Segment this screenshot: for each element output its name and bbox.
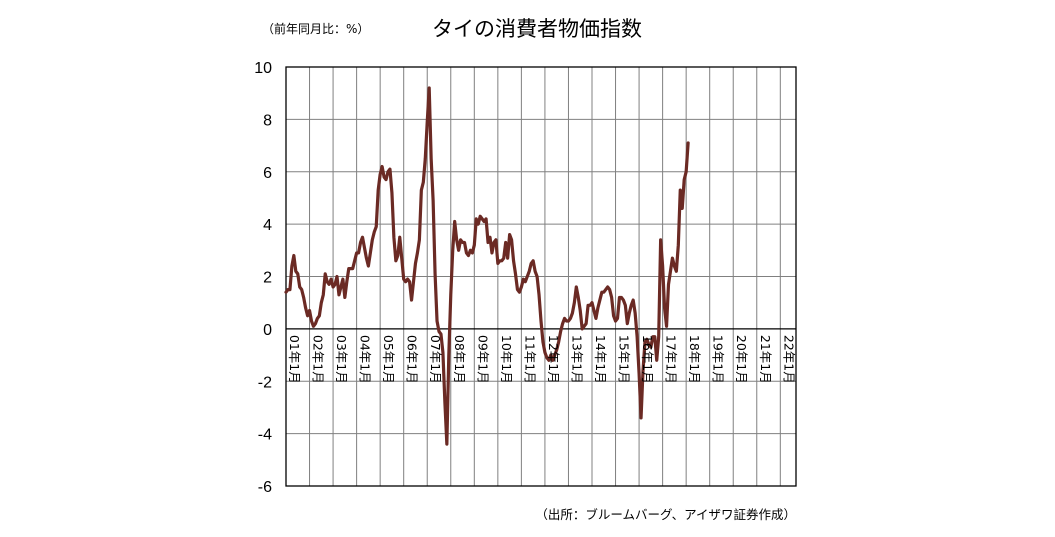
horizontal-gridlines xyxy=(286,118,796,435)
chart-title: タイの消費者物価指数 xyxy=(432,17,642,41)
y-tick-label: 8 xyxy=(263,112,272,129)
x-tick-label: 19年1月 xyxy=(711,335,726,384)
x-tick-label: 04年1月 xyxy=(358,335,373,384)
x-tick-label: 01年1月 xyxy=(287,335,302,384)
series-line-cpi-yoy xyxy=(284,86,690,446)
plot-area xyxy=(284,66,797,487)
y-tick-label: -2 xyxy=(258,374,272,391)
x-axis-tick-labels: 01年1月 02年1月 03年1月 04年1月 05年1月 06年1月 07年1月 08年1月… xyxy=(287,335,796,384)
x-tick-label: 22年1月 xyxy=(781,335,796,384)
y-tick-label: 4 xyxy=(263,217,272,234)
x-tick-label: 06年1月 xyxy=(405,335,420,384)
y-tick-label: 2 xyxy=(263,270,272,287)
unit-label: （前年同月比：%） xyxy=(262,21,369,36)
x-tick-label: 07年1月 xyxy=(428,335,443,384)
x-tick-label: 15年1月 xyxy=(617,335,632,384)
x-tick-label: 13年1月 xyxy=(569,335,584,384)
x-tick-label: 21年1月 xyxy=(758,335,773,384)
x-tick-label: 14年1月 xyxy=(593,335,608,384)
y-tick-label: 0 xyxy=(263,322,272,339)
x-tick-label: 10年1月 xyxy=(499,335,514,384)
x-tick-label: 18年1月 xyxy=(687,335,702,384)
x-tick-label: 16年1月 xyxy=(640,335,655,384)
x-tick-label: 08年1月 xyxy=(452,335,467,384)
plot-frame xyxy=(285,66,797,487)
x-tick-label: 09年1月 xyxy=(475,335,490,384)
y-tick-label: 10 xyxy=(254,60,272,77)
y-tick-label: 6 xyxy=(263,165,272,182)
x-tick-label: 02年1月 xyxy=(311,335,326,384)
x-tick-label: 12年1月 xyxy=(546,335,561,384)
source-note: （出所：ブルームバーグ、アイザワ証券作成） xyxy=(535,507,796,522)
x-tick-label: 20年1月 xyxy=(734,335,749,384)
y-axis-tick-labels: 10 8 6 4 2 0 -2 -4 -6 xyxy=(254,60,272,496)
x-tick-label: 17年1月 xyxy=(664,335,679,384)
y-tick-label: -6 xyxy=(258,479,272,496)
x-tick-label: 03年1月 xyxy=(334,335,349,384)
x-tick-label: 11年1月 xyxy=(522,335,537,384)
y-tick-label: -4 xyxy=(258,427,272,444)
x-tick-label: 05年1月 xyxy=(381,335,396,384)
